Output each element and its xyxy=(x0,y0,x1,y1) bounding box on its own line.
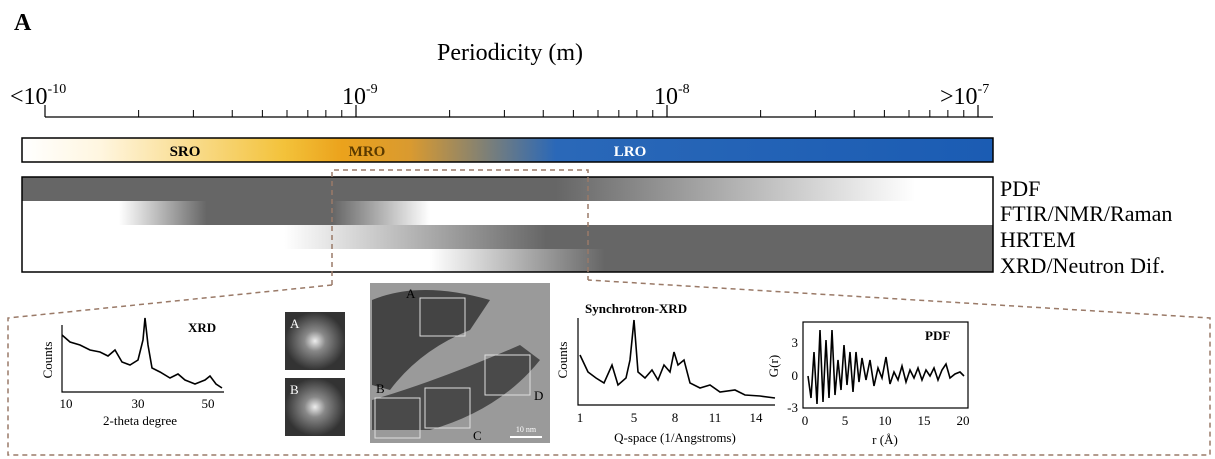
axis-tick-label: <10-10 xyxy=(10,82,66,110)
tem-label: B xyxy=(376,381,385,396)
axis-tick-label: >10-7 xyxy=(940,82,989,110)
inset-title: XRD xyxy=(188,320,216,335)
y-label: G(r) xyxy=(766,355,781,377)
x-tick-label: 50 xyxy=(202,396,215,411)
panel-label: A xyxy=(14,10,32,36)
fft-images: A B xyxy=(285,312,345,436)
x-tick-label: 1 xyxy=(577,410,584,425)
tick-exponent: -8 xyxy=(678,82,690,97)
tem-label: A xyxy=(406,286,416,301)
lro-label: LRO xyxy=(614,144,647,160)
y-tick-label: 0 xyxy=(792,368,799,383)
tick-base: <10 xyxy=(10,84,48,110)
x-tick-label: 5 xyxy=(631,410,638,425)
log-axis xyxy=(45,105,993,117)
order-bar xyxy=(22,138,993,162)
x-tick-label: 11 xyxy=(709,410,722,425)
tick-base: 10 xyxy=(342,84,366,110)
tem-label: D xyxy=(534,388,543,403)
hrtem-band xyxy=(22,225,993,249)
axis-tick-label: 10-8 xyxy=(654,82,690,110)
tick-base: 10 xyxy=(654,84,678,110)
technique-label: FTIR/NMR/Raman xyxy=(1000,201,1172,226)
technique-label: HRTEM xyxy=(1000,227,1076,252)
synchrotron-curve xyxy=(580,320,775,398)
x-tick-label: 30 xyxy=(132,396,145,411)
scale-label: 10 nm xyxy=(516,425,537,434)
fft-label: B xyxy=(290,382,299,397)
x-tick-label: 10 xyxy=(879,413,892,428)
y-tick-label: -3 xyxy=(787,400,798,415)
y-tick-label: 3 xyxy=(792,335,799,350)
fft-label: A xyxy=(290,316,300,331)
x-tick-label: 0 xyxy=(802,413,809,428)
x-tick-label: 14 xyxy=(750,410,764,425)
mro-label: MRO xyxy=(349,144,386,160)
tick-base: >10 xyxy=(940,84,978,110)
x-tick-label: 15 xyxy=(918,413,931,428)
figure: A Periodicity (m) <10-1010-910-8>10-7 SR… xyxy=(0,0,1215,459)
axis-title: Periodicity (m) xyxy=(437,40,583,66)
x-label: 2-theta degree xyxy=(103,413,177,428)
axis-tick-label: 10-9 xyxy=(342,82,378,110)
x-tick-label: 5 xyxy=(842,413,849,428)
technique-panel: PDF FTIR/NMR/Raman HRTEM XRD/Neutron Dif… xyxy=(22,176,1172,278)
tem-image: A B C D 10 nm xyxy=(370,283,550,443)
inset-title: PDF xyxy=(925,328,950,343)
x-label: r (Å) xyxy=(872,432,898,447)
x-tick-label: 8 xyxy=(672,410,679,425)
synchrotron-inset: Synchrotron-XRD Counts 1 5 8 11 14 Q-spa… xyxy=(555,301,775,445)
xrd-inset: XRD Counts 10 30 50 2-theta degree xyxy=(40,318,224,428)
technique-label: XRD/Neutron Dif. xyxy=(1000,253,1165,278)
sro-label: SRO xyxy=(170,144,201,160)
inset-title: Synchrotron-XRD xyxy=(585,301,687,316)
tick-exponent: -9 xyxy=(366,82,378,97)
pdf-band xyxy=(22,177,993,201)
x-label: Q-space (1/Angstroms) xyxy=(614,430,736,445)
technique-label: PDF xyxy=(1000,176,1040,201)
pdf-inset: PDF G(r) 3 0 -3 0 5 10 15 20 r (Å) xyxy=(766,322,970,447)
tick-exponent: -10 xyxy=(48,82,67,97)
tem-label: C xyxy=(473,428,482,443)
ftir-band xyxy=(22,201,993,225)
xrd-band xyxy=(22,249,993,272)
y-label: Counts xyxy=(555,342,570,379)
x-tick-label: 20 xyxy=(957,413,970,428)
y-label: Counts xyxy=(40,342,55,379)
x-tick-label: 10 xyxy=(60,396,73,411)
tick-exponent: -7 xyxy=(978,82,990,97)
